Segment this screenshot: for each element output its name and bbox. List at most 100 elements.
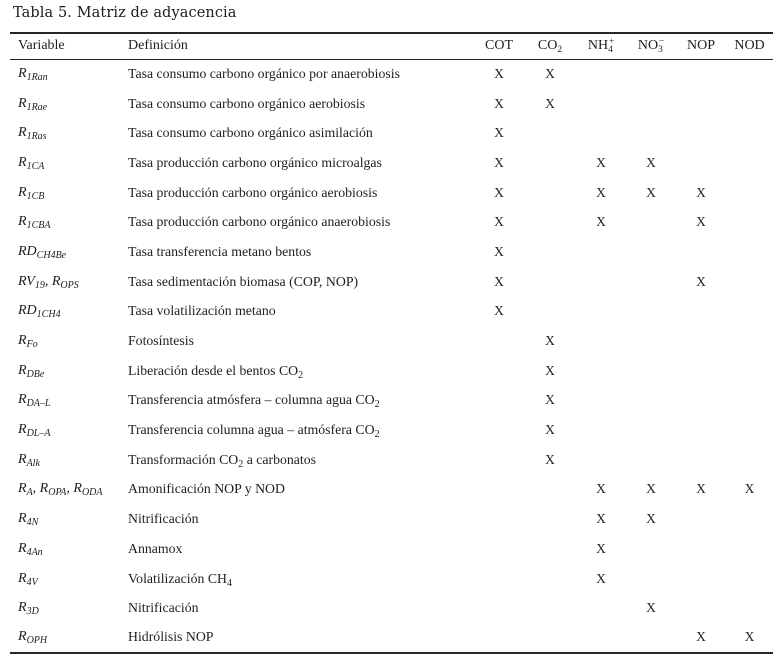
empty-cell-nod: [726, 356, 773, 386]
empty-cell-nop: [676, 59, 726, 89]
x-mark-cell-nop: X: [696, 273, 706, 289]
empty-cell-co2: [524, 267, 576, 297]
subscript: 2: [374, 399, 380, 411]
empty-cell-nop: [676, 415, 726, 445]
empty-cell-cot: [474, 623, 524, 653]
empty-cell-no3: [626, 445, 676, 475]
x-mark-cell-nop: X: [696, 481, 706, 497]
text-part: Tasa consumo carbono orgánico asimilació…: [128, 125, 373, 141]
text-part: COT: [485, 38, 513, 54]
text-part: R: [18, 600, 27, 616]
text-part: R: [18, 422, 27, 438]
text-part: ,: [66, 481, 74, 497]
subscript: 2: [298, 369, 304, 381]
text-part: Nitrificación: [128, 511, 199, 527]
text-part: R: [18, 125, 27, 141]
empty-cell-nod: [726, 326, 773, 356]
text-part: R: [18, 333, 27, 349]
text-part: Fotosíntesis: [128, 333, 194, 349]
x-mark-cell-cot: X: [494, 66, 504, 82]
definition-cell: Amonificación NOP y NOD: [122, 475, 474, 505]
variable-cell: R1Ran: [10, 59, 122, 89]
empty-cell-nop: [676, 386, 726, 416]
x-mark-cell-no3: X: [646, 184, 656, 200]
empty-cell-nod: [726, 237, 773, 267]
column-header-co2: CO2: [524, 33, 576, 60]
empty-cell-nod: [726, 118, 773, 148]
text-part: R: [18, 451, 27, 467]
empty-cell-cot: [474, 356, 524, 386]
definition-cell: Nitrificación: [122, 593, 474, 623]
text-part: Tasa sedimentación biomasa (COP, NOP): [128, 273, 359, 289]
text-part: NH: [587, 38, 609, 54]
subscript: DL–A: [26, 428, 51, 440]
x-mark-cell-nh4: X: [596, 481, 606, 497]
x-mark-cell-nod: X: [744, 481, 755, 497]
empty-cell-nop: [676, 297, 726, 327]
table-row: R1CBA Tasa producción carbono orgánico an…: [10, 207, 773, 237]
table-row: RDCH4Be Tasa transferencia metano bentos X: [10, 237, 773, 267]
x-mark-cell-cot: X: [494, 125, 504, 141]
subscript: DA–L: [26, 398, 51, 410]
text-part: Tasa producción carbono orgánico aerobio…: [128, 184, 378, 200]
empty-cell-nod: [726, 207, 773, 237]
empty-cell-cot: [474, 326, 524, 356]
column-header-variable: Variable: [10, 33, 122, 60]
subscript: 1CB: [26, 190, 45, 202]
table-caption: Tabla 5. Matriz de adyacencia: [13, 5, 237, 21]
column-header-no3: NO3−: [626, 33, 676, 60]
empty-cell-nh4: [576, 386, 626, 416]
x-mark-cell-co2: X: [545, 362, 555, 378]
table-row: R3D Nitrificación X: [10, 593, 773, 623]
x-mark-cell-cot: X: [494, 214, 504, 230]
table-row: RFo Fotosíntesis X: [10, 326, 773, 356]
empty-cell-no3: [626, 623, 676, 653]
empty-cell-nh4: [576, 445, 626, 475]
text-part: R: [18, 392, 27, 408]
subscript: 4V: [26, 576, 38, 588]
table-row: RAlk Transformación CO2 a carbonatos X: [10, 445, 773, 475]
text-part: Tasa volatilización metano: [128, 303, 276, 319]
x-mark-cell-cot: X: [494, 273, 504, 289]
empty-cell-co2: [524, 475, 576, 505]
definition-cell: Tasa consumo carbono orgánico asimilació…: [122, 118, 474, 148]
text-part: R: [18, 184, 27, 200]
empty-cell-no3: [626, 326, 676, 356]
empty-cell-cot: [474, 445, 524, 475]
subscript: A: [26, 487, 33, 499]
text-part: ,: [44, 273, 52, 289]
variable-cell: R1Ras: [10, 118, 122, 148]
x-mark-cell-no3: X: [646, 600, 656, 616]
variable-cell: R4An: [10, 534, 122, 564]
empty-cell-nop: [676, 445, 726, 475]
variable-cell: R3D: [10, 593, 122, 623]
definition-cell: Transformación CO2 a carbonatos: [122, 445, 474, 475]
table-row: R1Ran Tasa consumo carbono orgánico por a…: [10, 59, 773, 89]
variable-cell: RD1CH4: [10, 297, 122, 327]
superscript: +: [608, 37, 615, 48]
variable-cell: RAlk: [10, 445, 122, 475]
subscript: Fo: [26, 339, 38, 351]
text-part: CO: [537, 38, 558, 54]
empty-cell-no3: [626, 297, 676, 327]
x-mark-cell-co2: X: [545, 95, 555, 111]
x-mark-cell-co2: X: [545, 333, 555, 349]
empty-cell-cot: [474, 386, 524, 416]
column-header-nh4: NH4+: [576, 33, 626, 60]
column-header-definicion: Definición: [122, 33, 474, 60]
text-part: Liberación desde el bentos CO: [128, 362, 299, 378]
variable-cell: R4V: [10, 564, 122, 594]
text-part: R: [18, 362, 27, 378]
subscript: 2: [238, 458, 244, 470]
subscript: Alk: [26, 457, 40, 469]
x-mark-cell-co2: X: [545, 392, 555, 408]
variable-cell: R1CB: [10, 178, 122, 208]
subscript: OPH: [26, 635, 48, 647]
empty-cell-nod: [726, 89, 773, 119]
text-part: Definición: [128, 38, 188, 54]
definition-cell: Tasa producción carbono orgánico anaerob…: [122, 207, 474, 237]
subscript: 1Ras: [26, 131, 47, 143]
table-row: R4N Nitrificación X X: [10, 504, 773, 534]
x-mark-cell-cot: X: [494, 184, 504, 200]
subscript: 1CH4: [36, 309, 61, 321]
